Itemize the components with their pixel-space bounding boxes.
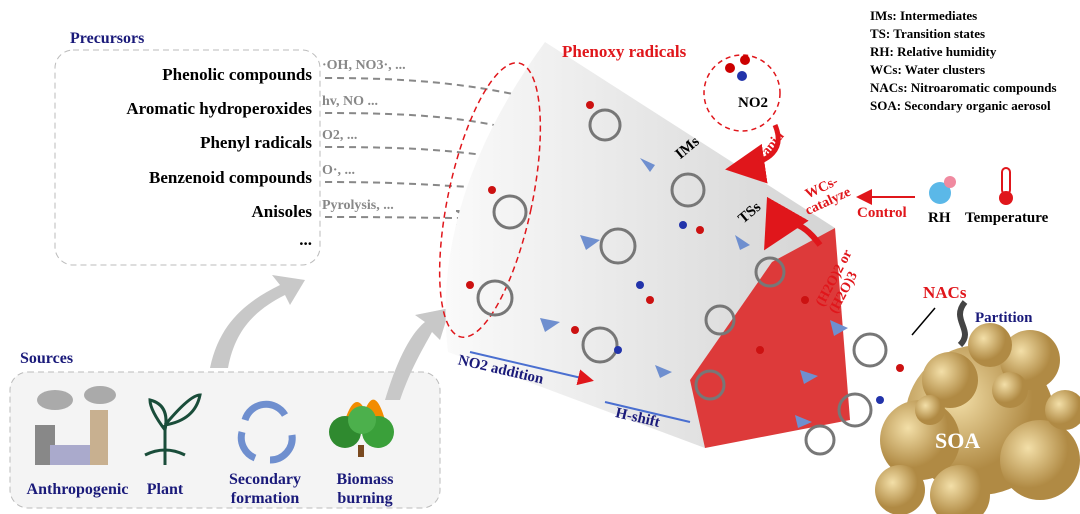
blue-step-arrows (540, 158, 848, 428)
precursor-anisoles: Anisoles (251, 202, 312, 221)
plant-icon (144, 393, 202, 465)
reagent-2: hv, NO ... (322, 94, 379, 109)
soa-particle (875, 323, 1080, 514)
no2-label: NO2 (738, 95, 768, 111)
nacs-label: NACs (923, 283, 967, 302)
legend-ts: TS: Transition states (870, 26, 986, 41)
precursor-hydroperoxides: Aromatic hydroperoxides (126, 99, 312, 118)
partition-label: Partition (975, 310, 1033, 326)
precursor-benzenoid: Benzenoid compounds (149, 168, 312, 187)
reagent-4: O·, ... (322, 163, 356, 178)
partition-arrow (957, 300, 968, 348)
molecules (476, 108, 888, 456)
precursor-more: ... (299, 230, 312, 249)
legend-rh: RH: Relative humidity (870, 44, 997, 59)
precursors-box (54, 49, 321, 266)
source-biomass-burning: Biomass burning (336, 471, 394, 507)
control-label: Control (857, 205, 907, 221)
reagent-1: ·OH, NO3·, ... (322, 58, 406, 73)
factory-icon (35, 386, 116, 465)
precursor-phenolic: Phenolic compounds (162, 65, 312, 84)
reagent-5: Pyrolysis, ... (322, 198, 394, 213)
thermometer-icon (999, 167, 1013, 205)
legend-nacs: NACs: Nitroaromatic compounds (870, 80, 1057, 95)
legend-soa: SOA: Secondary organic aerosol (870, 98, 1051, 113)
precursor-phenyl: Phenyl radicals (200, 133, 312, 152)
recycle-arrows-icon (237, 400, 296, 464)
temperature-label: Temperature (965, 210, 1049, 226)
source-secondary-formation: Secondary formation (229, 471, 301, 507)
sources-box (9, 371, 441, 509)
rh-icon (929, 176, 956, 204)
phenoxy-radicals-outline (438, 62, 542, 338)
sources-to-precursors-arrow (210, 275, 305, 368)
rapid-arrow (725, 124, 781, 184)
legend-wcs: WCs: Water clusters (870, 62, 986, 77)
precursors-title: Precursors (70, 30, 145, 47)
h-shift-arrow (604, 401, 691, 423)
sources-to-cone-arrow (385, 308, 450, 400)
phenoxy-radicals-label: Phenoxy radicals (562, 42, 687, 61)
rh-label: RH (928, 210, 951, 226)
legend-ims: IMs: Intermediates (870, 8, 978, 23)
reagent-3: O2, ... (322, 128, 358, 143)
sources-title: Sources (20, 350, 74, 367)
nacs-arrow (911, 307, 936, 336)
no2-addition-arrow (469, 351, 594, 386)
burning-trees-icon (329, 399, 394, 457)
water-cluster-region (690, 228, 850, 448)
source-plant: Plant (146, 481, 184, 498)
wcs-catalyze-arrow (764, 196, 823, 251)
no2-outline (703, 54, 781, 132)
source-anthropogenic: Anthropogenic (26, 481, 129, 498)
soa-label: SOA (935, 428, 981, 453)
